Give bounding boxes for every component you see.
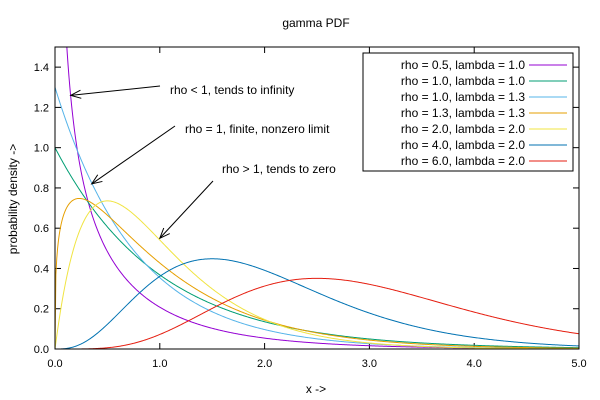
x-tick-label: 2.0: [257, 358, 272, 370]
x-tick-label: 4.0: [467, 358, 482, 370]
legend-label: rho = 6.0, lambda = 2.0: [401, 154, 525, 168]
plot-frame: [54, 46, 580, 350]
x-tick-label: 3.0: [362, 358, 377, 370]
y-tick-label: 0.6: [34, 223, 49, 235]
y-tick-label: 1.4: [34, 62, 49, 74]
y-tick-label: 0.4: [34, 263, 49, 275]
legend-label: rho = 2.0, lambda = 2.0: [401, 122, 525, 136]
annotation-arrow: [70, 85, 161, 96]
series-lines: [55, 47, 579, 349]
series-line: [55, 200, 579, 349]
annotation-label: rho > 1, tends to zero: [222, 162, 336, 176]
y-tick-label: 1.0: [34, 143, 49, 155]
legend-label: rho = 0.5, lambda = 1.0: [401, 58, 525, 72]
legend: rho = 0.5, lambda = 1.0 rho = 1.0, lambda…: [362, 52, 574, 172]
y-tick-label: 1.2: [34, 102, 49, 114]
annotation-arrowhead: [69, 89, 82, 99]
annotation-arrow: [159, 180, 214, 239]
legend-label: rho = 1.0, lambda = 1.3: [401, 90, 525, 104]
legend-box: [362, 52, 574, 172]
annotation-label: rho < 1, tends to infinity: [170, 83, 294, 97]
y-tick-label: 0.8: [34, 183, 49, 195]
series-line: [55, 277, 579, 349]
annotation-arrowhead: [158, 227, 170, 240]
x-tick-label: 5.0: [571, 358, 586, 370]
y-tick-label: 0.2: [34, 304, 49, 316]
x-tick-label: 1.0: [152, 358, 167, 370]
series-line: [55, 197, 579, 349]
y-axis-label: probability density ->: [6, 144, 20, 254]
x-axis-label: x ->: [306, 382, 326, 396]
legend-label: rho = 1.3, lambda = 1.3: [401, 106, 525, 120]
series-line: [55, 258, 579, 349]
annotation-arrow: [91, 125, 176, 185]
annotations: rho < 1, tends to infinity rho = 1, finit…: [69, 83, 336, 240]
x-tick-label: 0.0: [47, 358, 62, 370]
annotation-arrowhead: [90, 174, 103, 185]
chart-title: gamma PDF: [282, 16, 349, 30]
y-tick-label: 0.0: [34, 344, 49, 356]
legend-label: rho = 1.0, lambda = 1.0: [401, 74, 525, 88]
series-line: [55, 147, 579, 349]
legend-label: rho = 4.0, lambda = 2.0: [401, 138, 525, 152]
annotation-label: rho = 1, finite, nonzero limit: [185, 122, 330, 136]
